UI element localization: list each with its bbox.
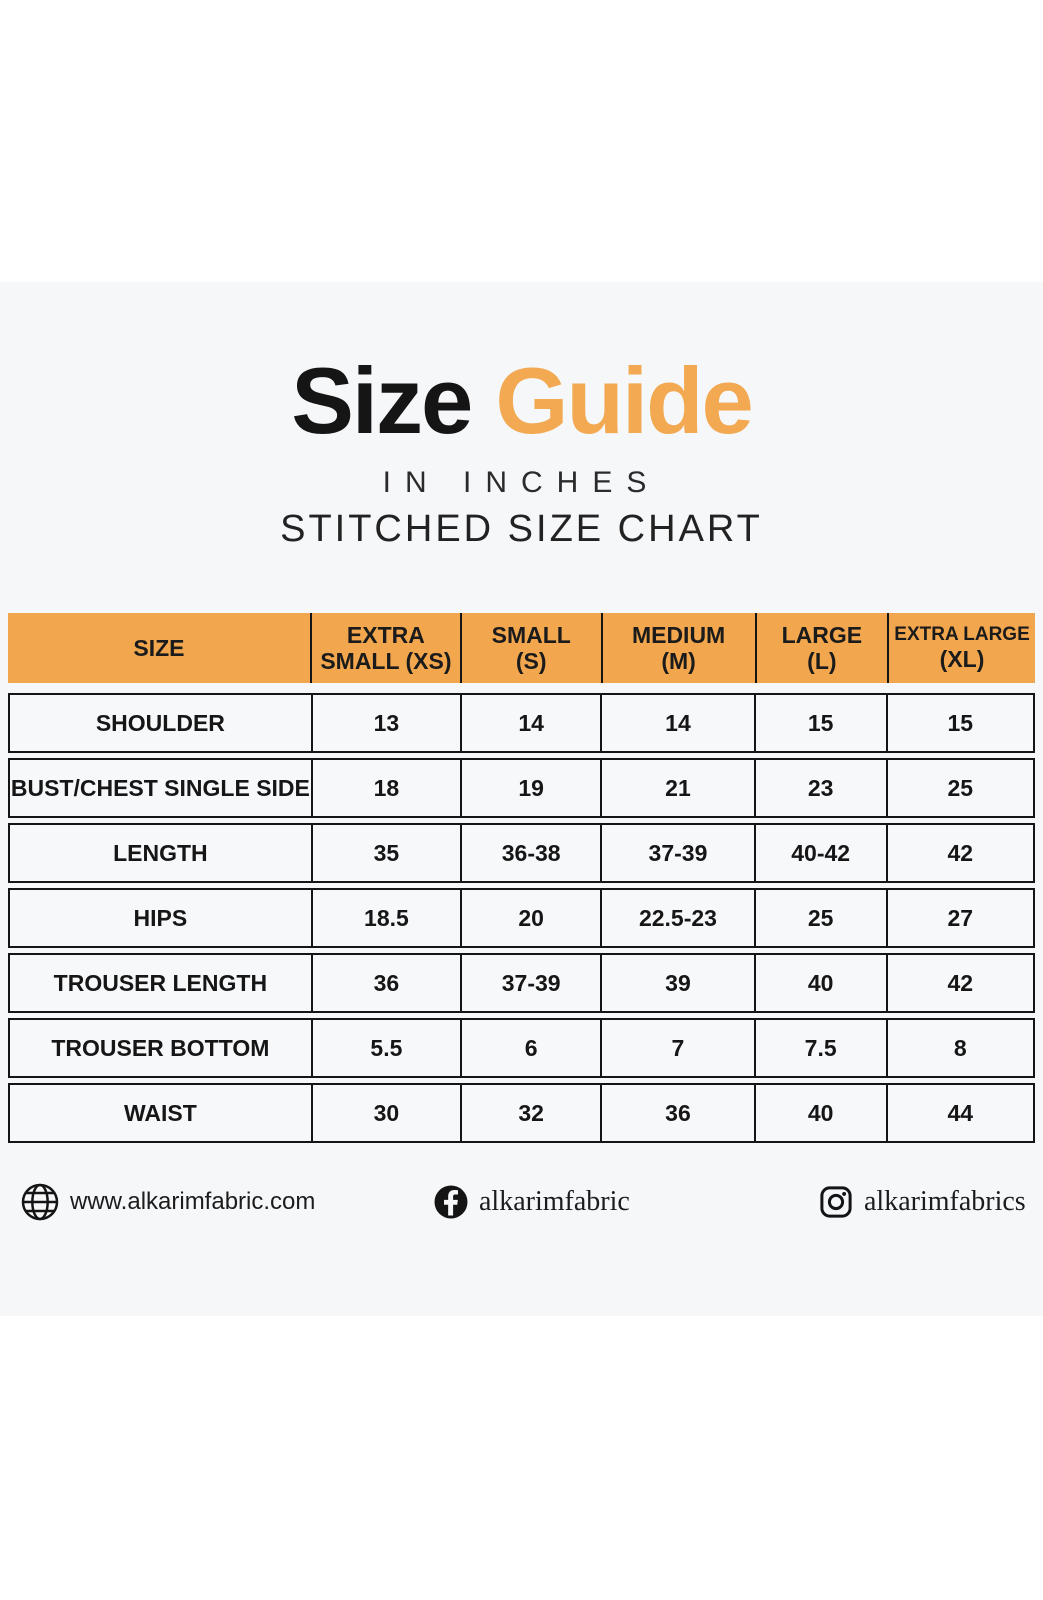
- facebook-handle: alkarimfabric: [479, 1186, 630, 1217]
- table-row-shoulder: SHOULDER 13 14 14 15 15: [8, 693, 1035, 753]
- header-line: EXTRA: [346, 621, 425, 648]
- cell-value: 39: [600, 955, 753, 1011]
- row-label: HIPS: [133, 904, 188, 931]
- cell-value: 19: [460, 760, 600, 816]
- title-word-size: Size: [291, 348, 473, 453]
- facebook-icon: [433, 1184, 469, 1220]
- cell-value: 15: [753, 695, 886, 751]
- row-label: LENGTH: [113, 839, 208, 866]
- footer-facebook: alkarimfabric: [433, 1178, 630, 1226]
- cell-value: 21: [600, 760, 753, 816]
- footer-website: www.alkarimfabric.com: [20, 1178, 315, 1226]
- header-cell-small: SMALL (S): [459, 613, 601, 683]
- cell-value: 22.5-23: [600, 890, 753, 946]
- cell-value: 32: [460, 1085, 600, 1141]
- cell-value: 30: [310, 1085, 460, 1141]
- cell-value: 36: [600, 1085, 753, 1141]
- size-table-header-row: SIZE EXTRA SMALL (XS) SMALL (S) MEDIUM (…: [8, 613, 1035, 683]
- row-label: TROUSER LENGTH: [53, 969, 268, 996]
- table-row-waist: WAIST 30 32 36 40 44: [8, 1083, 1035, 1143]
- globe-icon: [20, 1182, 60, 1222]
- footer-instagram: alkarimfabrics: [818, 1178, 1026, 1226]
- header-cell-medium: MEDIUM (M): [600, 613, 755, 683]
- cell-value: 25: [753, 890, 886, 946]
- cell-value: 14: [600, 695, 753, 751]
- cell-value: 5.5: [310, 1020, 460, 1076]
- cell-value: 35: [310, 825, 460, 881]
- cell-value: 20: [460, 890, 600, 946]
- cell-value: 36: [310, 955, 460, 1011]
- cell-value: 40: [753, 955, 886, 1011]
- cell-value: 23: [753, 760, 886, 816]
- header-line: (S): [515, 648, 547, 674]
- header-line: EXTRA LARGE: [894, 623, 1030, 645]
- cell-value: 42: [885, 825, 1033, 881]
- cell-value: 25: [885, 760, 1033, 816]
- header-cell-extra-small: EXTRA SMALL (XS): [309, 613, 460, 683]
- subtitle-stitched-size-chart: STITCHED SIZE CHART: [280, 508, 763, 550]
- size-table: SIZE EXTRA SMALL (XS) SMALL (S) MEDIUM (…: [8, 613, 1035, 1143]
- header-line: (M): [661, 648, 696, 674]
- row-label: SHOULDER: [95, 709, 225, 736]
- cell-value: 27: [885, 890, 1033, 946]
- cell-value: 6: [460, 1020, 600, 1076]
- cell-value: 37-39: [600, 825, 753, 881]
- cell-value: 13: [310, 695, 460, 751]
- cell-value: 7.5: [753, 1020, 886, 1076]
- cell-value: 14: [460, 695, 600, 751]
- cell-value: 36-38: [460, 825, 600, 881]
- cell-value: 7: [600, 1020, 753, 1076]
- cell-value: 15: [885, 695, 1033, 751]
- title-block: Size Guide IN INCHES STITCHED SIZE CHART: [0, 354, 1043, 551]
- row-label: BUST/CHEST SINGLE SIDE: [10, 774, 310, 801]
- row-label: WAIST: [123, 1099, 197, 1126]
- header-line: LARGE: [781, 621, 863, 648]
- table-row-length: LENGTH 35 36-38 37-39 40-42 42: [8, 823, 1035, 883]
- table-row-trouser-bottom: TROUSER BOTTOM 5.5 6 7 7.5 8: [8, 1018, 1035, 1078]
- cell-value: 40-42: [753, 825, 886, 881]
- header-line: MEDIUM: [631, 621, 726, 648]
- header-line: SMALL (XS): [320, 648, 452, 674]
- page-title: Size Guide: [0, 354, 1043, 448]
- cell-value: 44: [885, 1085, 1033, 1141]
- website-url: www.alkarimfabric.com: [70, 1188, 316, 1215]
- table-row-hips: HIPS 18.5 20 22.5-23 25 27: [8, 888, 1035, 948]
- table-row-bust-chest: BUST/CHEST SINGLE SIDE 18 19 21 23 25: [8, 758, 1035, 818]
- header-line: (XL): [939, 645, 985, 672]
- table-row-trouser-length: TROUSER LENGTH 36 37-39 39 40 42: [8, 953, 1035, 1013]
- cell-value: 18.5: [310, 890, 460, 946]
- instagram-icon: [818, 1184, 854, 1220]
- title-word-guide: Guide: [495, 348, 753, 453]
- header-line: SIZE: [133, 634, 185, 661]
- instagram-handle: alkarimfabrics: [864, 1186, 1026, 1217]
- cell-value: 8: [885, 1020, 1033, 1076]
- cell-value: 18: [310, 760, 460, 816]
- subtitle-in-inches: IN INCHES: [382, 466, 661, 499]
- cell-value: 42: [885, 955, 1033, 1011]
- content-band: Size Guide IN INCHES STITCHED SIZE CHART…: [0, 282, 1043, 1316]
- header-line: SMALL: [491, 621, 571, 648]
- header-cell-large: LARGE (L): [754, 613, 887, 683]
- cell-value: 40: [753, 1085, 886, 1141]
- header-cell-size: SIZE: [8, 613, 310, 683]
- cell-value: 37-39: [460, 955, 600, 1011]
- header-line: (L): [807, 648, 837, 674]
- header-cell-extra-large: EXTRA LARGE (XL): [887, 613, 1035, 683]
- row-label: TROUSER BOTTOM: [51, 1034, 270, 1061]
